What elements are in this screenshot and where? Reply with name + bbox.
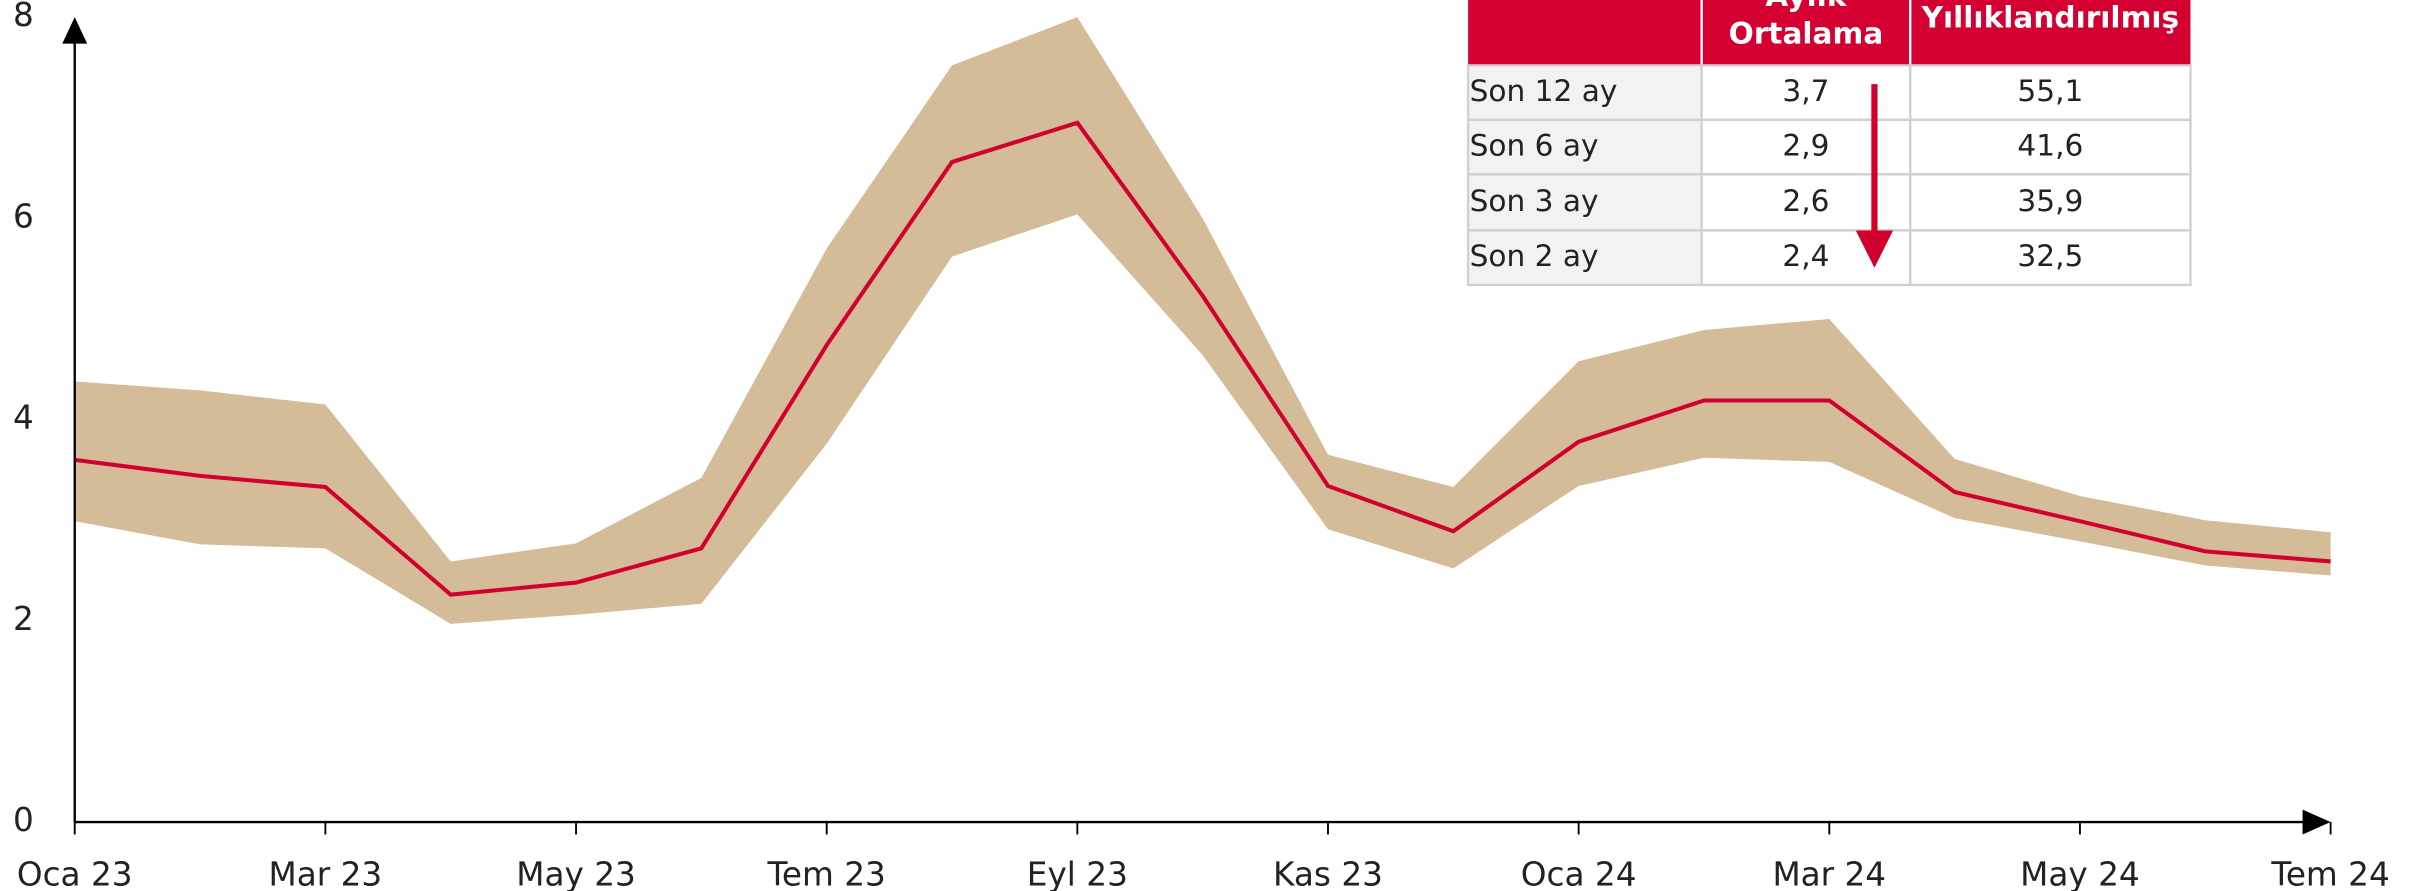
table-header-cell: Yıllıklandırılmış (1921, 0, 2180, 34)
table-cell-text: Son 6 ay (1470, 129, 1599, 163)
table-header (1468, 0, 2191, 66)
table-cell-text: 35,9 (2017, 184, 2083, 218)
y-tick-label: 0 (13, 801, 34, 839)
x-tick-label: Eyl 23 (1027, 856, 1128, 891)
y-tick-label: 8 (13, 0, 34, 34)
table: AylıkOrtalama Yıllıklandırılmış Son 12 ay 3… (1466, 0, 2192, 287)
table-cell-text: 32,5 (2017, 239, 2083, 273)
band-area (74, 17, 2331, 624)
x-tick-label: Tem 23 (767, 856, 886, 891)
table-header-cell: AylıkOrtalama (1729, 0, 1884, 50)
table-cell (1909, 64, 2192, 122)
x-tick-label: Kas 23 (1273, 856, 1383, 891)
x-tick-label: Tem 24 (2270, 856, 2389, 891)
table-cell-text: 2,9 (1782, 129, 1829, 163)
y-axis-arrow (62, 17, 88, 44)
x-tick-label: Mar 23 (269, 856, 383, 891)
x-tick-label: Oca 23 (17, 856, 133, 891)
table-cell-text: 2,4 (1782, 239, 1829, 273)
x-tick-label: May 23 (516, 856, 636, 891)
table-cell-text: Son 3 ay (1470, 184, 1599, 218)
table-cell-text: 2,6 (1782, 184, 1829, 218)
table-cell (1909, 229, 2192, 287)
table-cell-text: Son 12 ay (1470, 74, 1618, 108)
table-cell (1466, 64, 1703, 122)
x-tick-label: Mar 24 (1772, 856, 1886, 891)
y-tick-label: 2 (13, 600, 34, 638)
table-cell (1909, 118, 2192, 176)
x-tick-label: Oca 24 (1521, 856, 1637, 891)
y-tick-label: 6 (13, 197, 34, 235)
x-axis-arrow (2302, 809, 2331, 835)
table-cell-text: 3,7 (1782, 74, 1829, 108)
table-cell-text: 55,1 (2017, 74, 2083, 108)
y-tick-label: 4 (13, 399, 34, 437)
x-tick-label: May 24 (2020, 856, 2140, 891)
table-cell-text: 41,6 (2017, 129, 2083, 163)
table-cell (1909, 173, 2192, 232)
table-cell (1466, 173, 1703, 232)
table-cell-text: Son 2 ay (1470, 239, 1599, 273)
line (74, 120, 2331, 597)
